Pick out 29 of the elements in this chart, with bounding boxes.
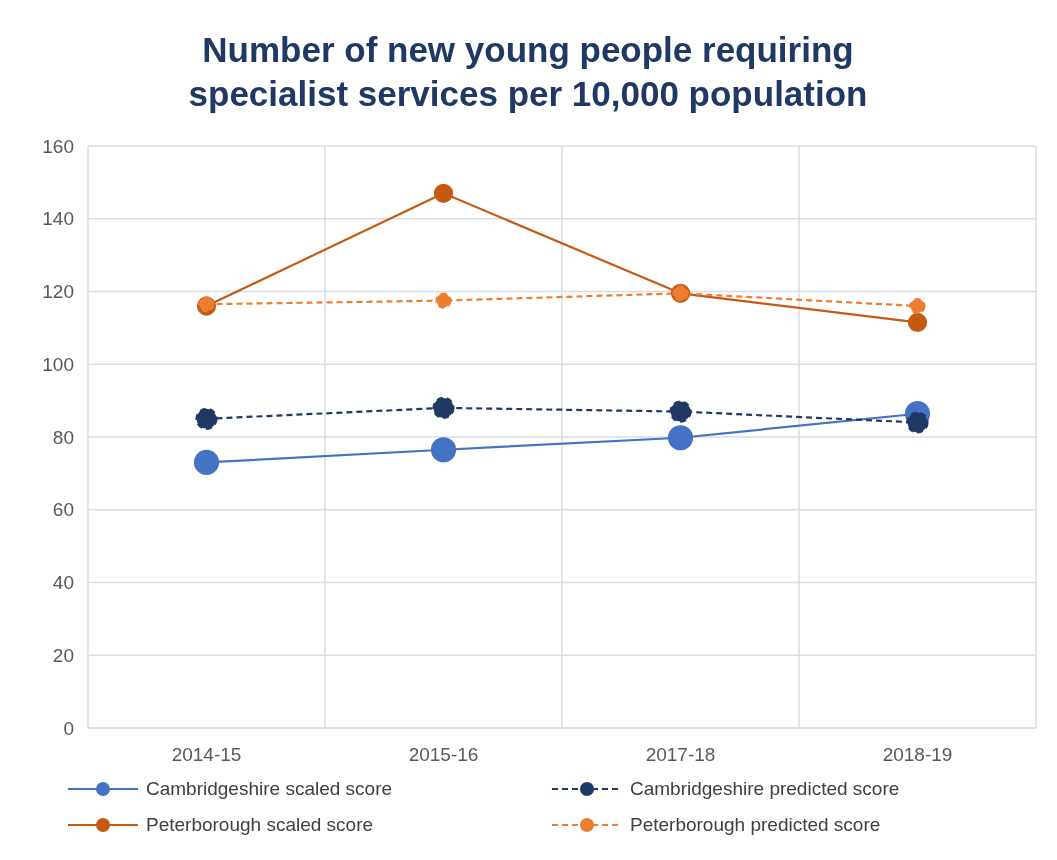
point xyxy=(906,410,929,434)
legend-label: Peterborough predicted score xyxy=(630,813,881,836)
point xyxy=(193,449,220,475)
point xyxy=(909,297,926,314)
point xyxy=(430,436,457,462)
y-tick-label: 80 xyxy=(52,426,74,448)
point xyxy=(195,407,218,430)
point xyxy=(432,396,455,419)
y-tick-label: 120 xyxy=(42,280,74,302)
point xyxy=(435,291,452,309)
point xyxy=(667,424,694,450)
y-tick-label: 40 xyxy=(52,571,74,593)
y-tick-label: 160 xyxy=(42,135,74,157)
x-tick-label: 2017-18 xyxy=(645,743,716,765)
x-tick-label: 2015-16 xyxy=(408,743,479,765)
x-tick-label: 2014-15 xyxy=(171,743,242,765)
point xyxy=(907,312,928,332)
x-tick-label: 2018-19 xyxy=(882,743,953,765)
point xyxy=(433,183,454,203)
legend-label: Cambridgeshire scaled score xyxy=(146,777,393,800)
y-tick-label: 0 xyxy=(63,717,74,739)
chart-title: Number of new young people requiring specialist services per 10,000 population xyxy=(187,29,869,115)
y-tick-label: 60 xyxy=(52,498,74,520)
point xyxy=(669,399,692,423)
y-tick-label: 140 xyxy=(42,207,74,229)
legend-label: Cambridgeshire predicted score xyxy=(630,777,900,800)
y-tick-label: 20 xyxy=(52,644,74,666)
legend-label: Peterborough scaled score xyxy=(146,813,374,836)
y-tick-label: 100 xyxy=(42,353,74,375)
